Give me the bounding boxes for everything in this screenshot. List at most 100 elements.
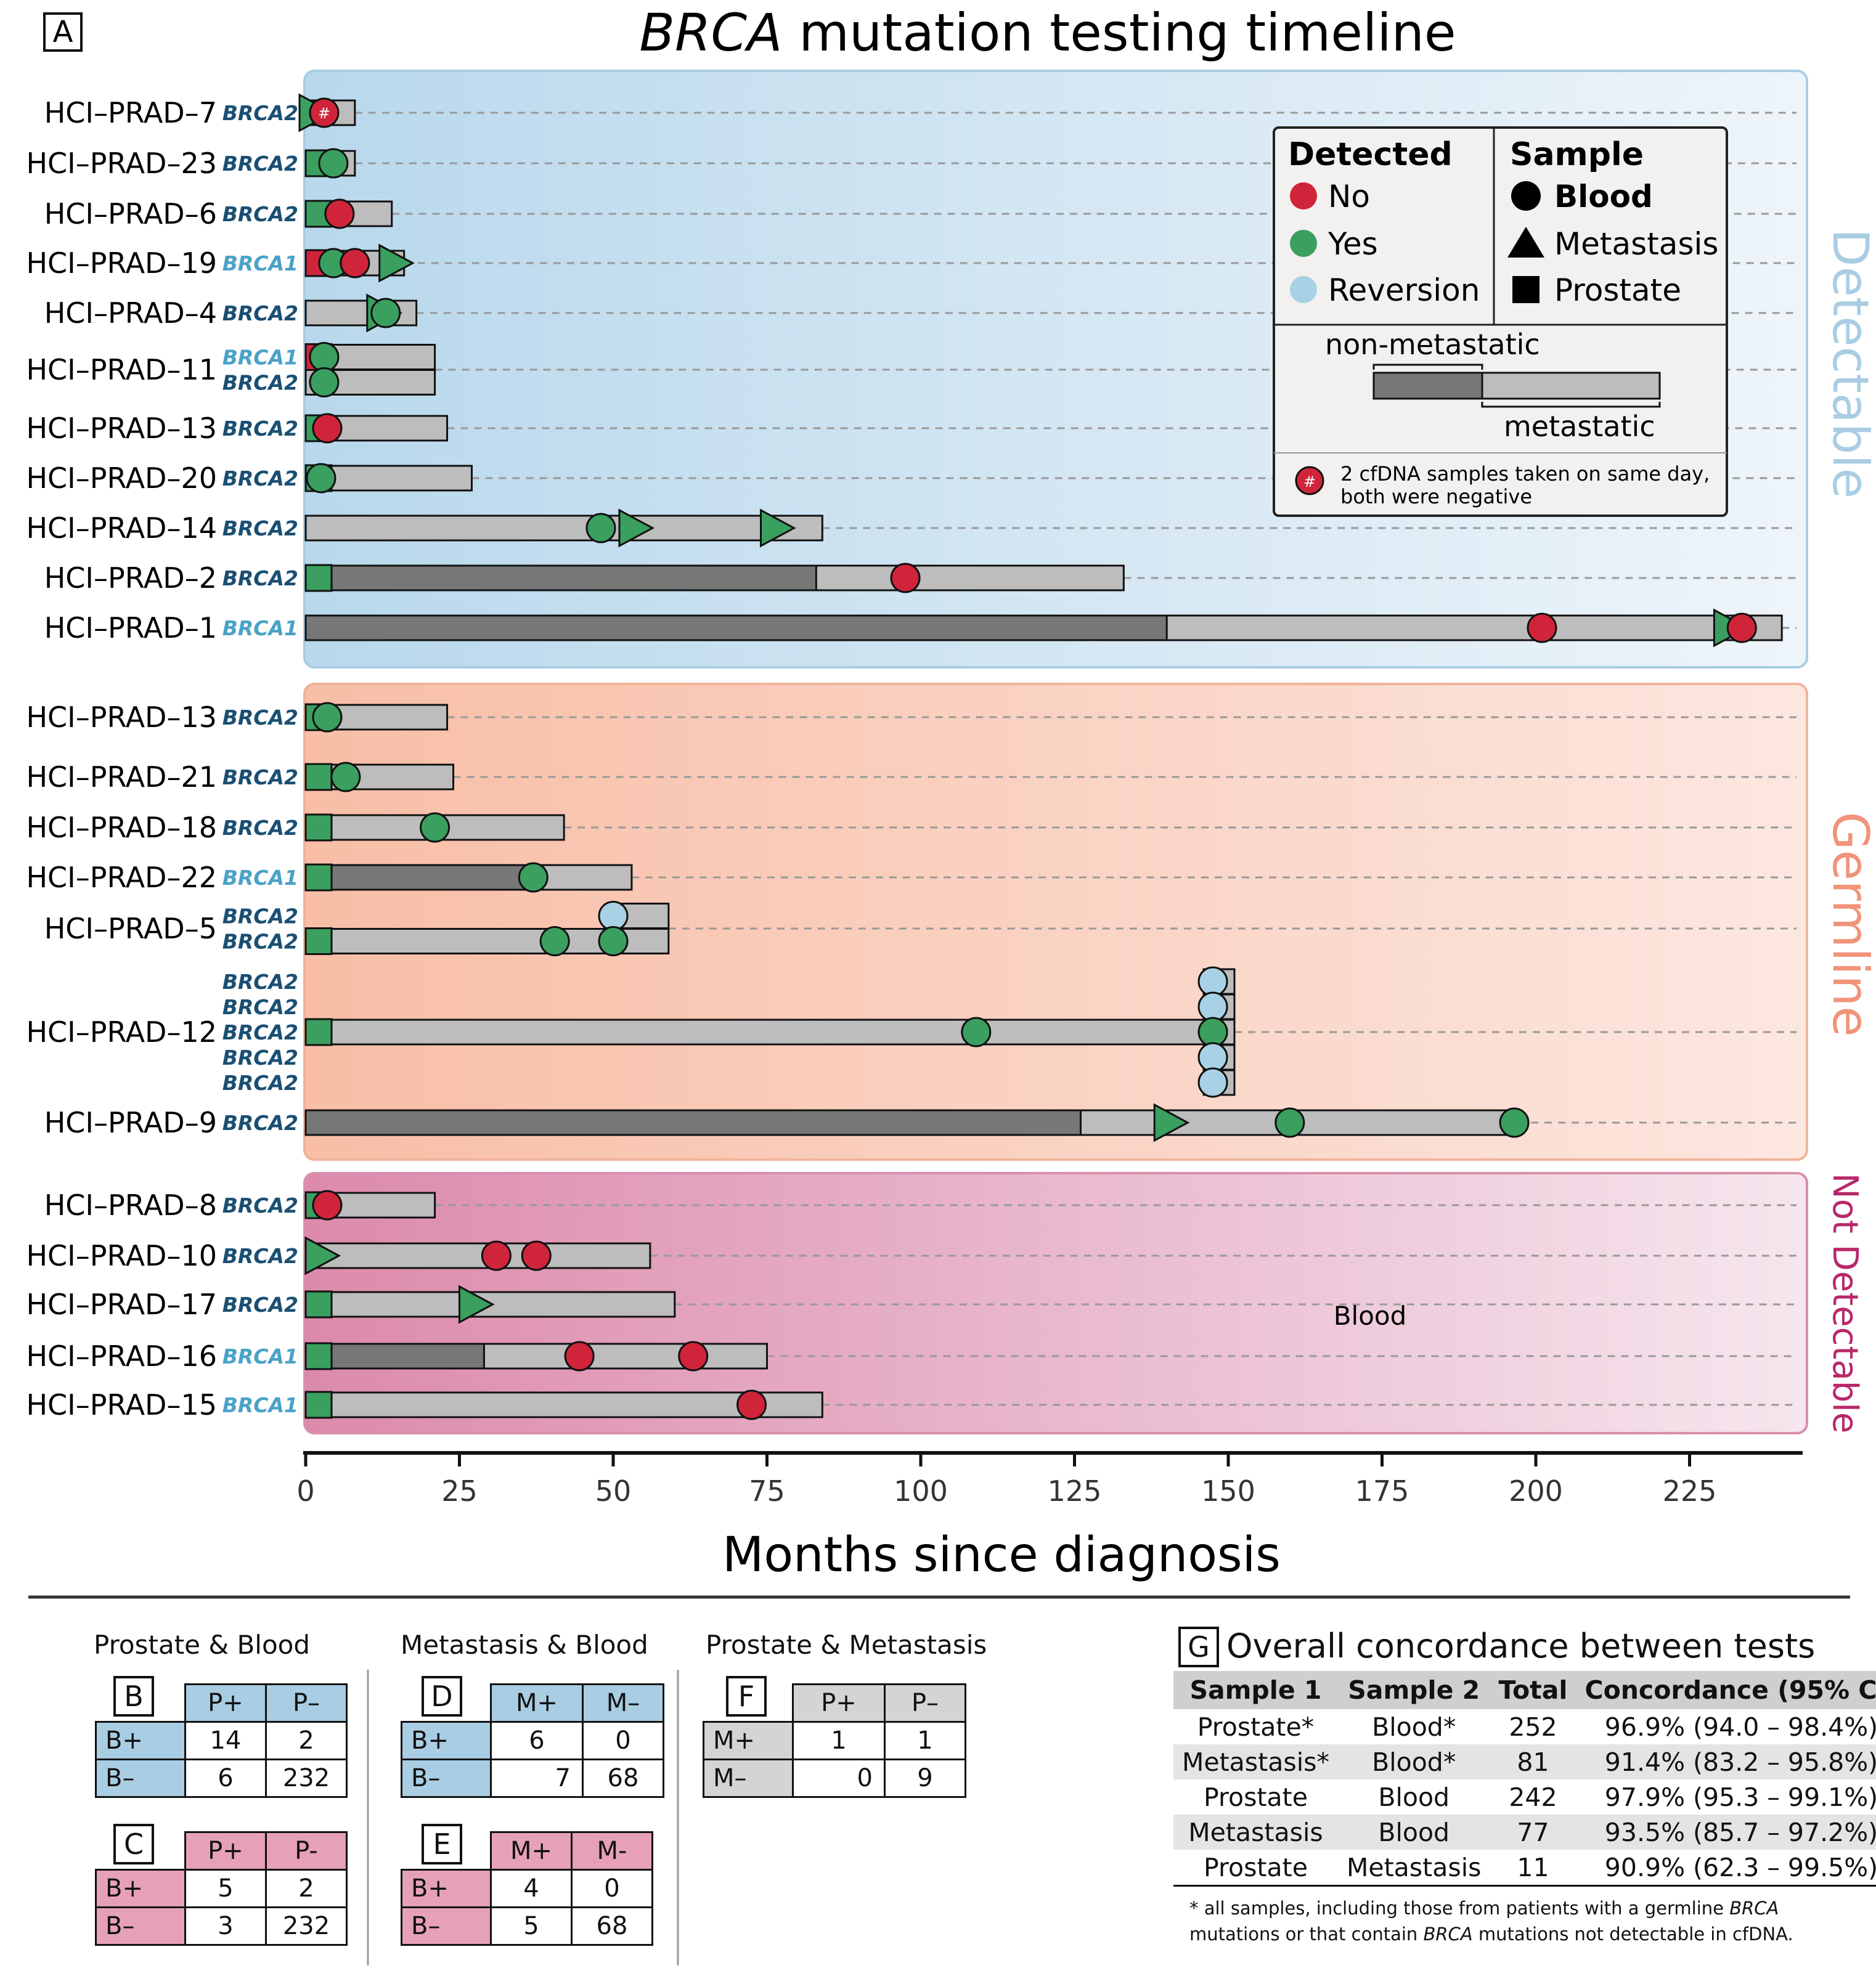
prostate-sample-marker bbox=[304, 927, 333, 955]
patient-label: HCI–PRAD–13 bbox=[26, 412, 217, 445]
gene-label: BRCA1 bbox=[222, 1393, 298, 1417]
ct-c-cell: 232 bbox=[265, 1906, 348, 1946]
gene-label: BRCA2 bbox=[222, 1293, 298, 1317]
patient-label: HCI–PRAD–7 bbox=[44, 96, 217, 129]
blood-sample-marker bbox=[330, 762, 361, 792]
patient-row: HCI–PRAD–7 BRCA2 # bbox=[44, 93, 1796, 132]
prostate-sample-marker bbox=[304, 1391, 333, 1419]
ct-c-cell: 5 bbox=[184, 1869, 267, 1908]
ct-b-cell: 14 bbox=[184, 1721, 267, 1760]
chart-title: BRCA mutation testing timeline bbox=[639, 2, 1456, 63]
patient-row: HCI–PRAD–17 BRCA2 bbox=[26, 1285, 1796, 1324]
ct-f-col-0: P+ bbox=[792, 1683, 886, 1723]
blood-sample-marker bbox=[890, 563, 921, 593]
patient-row: HCI–PRAD–19 BRCA1 bbox=[26, 243, 1796, 283]
concordance-title: Overall concordance between tests bbox=[1226, 1627, 1816, 1665]
gene-label: BRCA2 bbox=[222, 970, 298, 994]
gene-label: BRCA2 bbox=[222, 930, 298, 954]
legend-meta-bar bbox=[1481, 372, 1661, 400]
blood-sample-marker bbox=[420, 812, 451, 843]
ct-c-col-1: P- bbox=[265, 1831, 348, 1871]
legend-meta-bracket bbox=[1481, 402, 1661, 408]
concordance-cell: 242 bbox=[1509, 1782, 1557, 1812]
x-tick-label: 150 bbox=[1201, 1474, 1255, 1508]
gene-label: BRCA2 bbox=[222, 1111, 298, 1135]
concordance-header: Total bbox=[1490, 1671, 1576, 1709]
gene-label: BRCA2 bbox=[222, 152, 298, 176]
table-row: Prostate Blood 242 97.9% (95.3 – 99.1%) bbox=[1173, 1779, 1876, 1815]
blood-sample-marker bbox=[312, 702, 343, 733]
ct-header-metastasis-blood: Metastasis & Blood bbox=[401, 1630, 648, 1660]
patient-label: HCI–PRAD–23 bbox=[26, 147, 217, 180]
ct-e-cell: 68 bbox=[571, 1906, 653, 1946]
patient-row: HCI–PRAD–4 BRCA2 bbox=[44, 293, 1796, 333]
stray-blood-label: Blood bbox=[1334, 1301, 1407, 1331]
ct-e-col-0: M+ bbox=[490, 1831, 573, 1871]
concordance-cell: Prostate* bbox=[1197, 1712, 1315, 1742]
group-panel-germline bbox=[303, 683, 1808, 1161]
ct-f: P+ P– M+ 1 1 M– 0 9 bbox=[703, 1683, 966, 1798]
ct-b-label: B bbox=[113, 1676, 154, 1717]
legend-box bbox=[1273, 126, 1728, 517]
legend-prostate-label: Prostate bbox=[1554, 272, 1681, 308]
ct-d-label: D bbox=[422, 1676, 462, 1717]
x-tick-label: 225 bbox=[1663, 1474, 1717, 1508]
ct-c-label: C bbox=[113, 1824, 154, 1864]
patient-row: HCI–PRAD–9 BRCA2 bbox=[44, 1103, 1796, 1142]
blood-sample-marker bbox=[598, 926, 629, 956]
table-row: Metastasis* Blood* 81 91.4% (83.2 – 95.8%) bbox=[1173, 1744, 1876, 1779]
ct-d-cell: 6 bbox=[490, 1721, 584, 1760]
ct-b-col-0: P+ bbox=[184, 1683, 267, 1723]
x-tick-label: 0 bbox=[296, 1474, 314, 1508]
blood-sample-marker bbox=[1274, 1107, 1305, 1138]
timeline-bar-nonmetastatic bbox=[304, 614, 1168, 641]
legend: Detected No Yes Reversion Sample Blood M… bbox=[1273, 126, 1728, 517]
concordance-cell: 93.5% (85.7 – 97.2%) bbox=[1576, 1815, 1876, 1850]
group-label-not-detectable: Not Detectable bbox=[1825, 1173, 1865, 1434]
panel-a-label: A bbox=[53, 15, 73, 49]
blood-sample-marker bbox=[1197, 966, 1228, 997]
gene-label: BRCA2 bbox=[222, 765, 298, 789]
blood-sample-marker bbox=[309, 342, 340, 372]
patient-row: HCI–PRAD–8 BRCA2 bbox=[44, 1189, 1796, 1222]
concordance-header: Concordance (95% CI) bbox=[1576, 1671, 1876, 1709]
concordance-cell: Blood* bbox=[1372, 1712, 1456, 1742]
blood-sample-marker bbox=[1726, 612, 1757, 643]
footnote-italic: BRCA bbox=[1423, 1924, 1473, 1945]
blood-sample-marker bbox=[1197, 1042, 1228, 1073]
gene-label: BRCA2 bbox=[222, 202, 298, 226]
ct-d-cell: 7 bbox=[490, 1758, 584, 1798]
x-tick-label: 175 bbox=[1355, 1474, 1409, 1508]
patient-row: HCI–PRAD–13 BRCA2 bbox=[26, 412, 1796, 445]
concordance-cell: Blood bbox=[1378, 1782, 1450, 1812]
blood-sample-marker bbox=[1527, 612, 1557, 643]
patient-label: HCI–PRAD–12 bbox=[26, 1015, 217, 1049]
ct-f-col-1: P– bbox=[884, 1683, 966, 1723]
table-row: Prostate* Blood* 252 96.9% (94.0 – 98.4%) bbox=[1173, 1709, 1876, 1744]
blood-sample-marker bbox=[309, 97, 340, 128]
prostate-sample-marker bbox=[304, 1290, 333, 1319]
patient-label: HCI–PRAD–16 bbox=[26, 1340, 217, 1373]
gene-label: BRCA2 bbox=[222, 371, 298, 395]
ct-b: P+ P– B+ 14 2 B– 6 232 bbox=[95, 1683, 348, 1798]
blood-sample-marker bbox=[1197, 1067, 1228, 1098]
ct-c-row-0: B+ bbox=[95, 1869, 186, 1908]
patient-label: HCI–PRAD–14 bbox=[26, 511, 217, 545]
timeline-bar-nonmetastatic bbox=[304, 564, 817, 592]
ct-c-cell: 3 bbox=[184, 1906, 267, 1946]
legend-no-label: No bbox=[1328, 179, 1370, 214]
panel-a-box bbox=[43, 12, 83, 52]
gene-label: BRCA2 bbox=[222, 995, 298, 1019]
panel-g-label: G bbox=[1178, 1627, 1219, 1667]
concordance-footnote: * all samples, including those from pati… bbox=[1189, 1895, 1793, 1947]
concordance-header: Sample 2 bbox=[1337, 1671, 1490, 1709]
legend-metastasis-label: Metastasis bbox=[1554, 226, 1718, 262]
blood-sample-marker bbox=[309, 367, 340, 397]
patient-label: HCI–PRAD–15 bbox=[26, 1388, 217, 1421]
timeline-bar-nonmetastatic bbox=[304, 864, 540, 891]
blood-sample-marker bbox=[1197, 991, 1228, 1022]
patient-row: HCI–PRAD–13 BRCA2 bbox=[26, 701, 1796, 734]
